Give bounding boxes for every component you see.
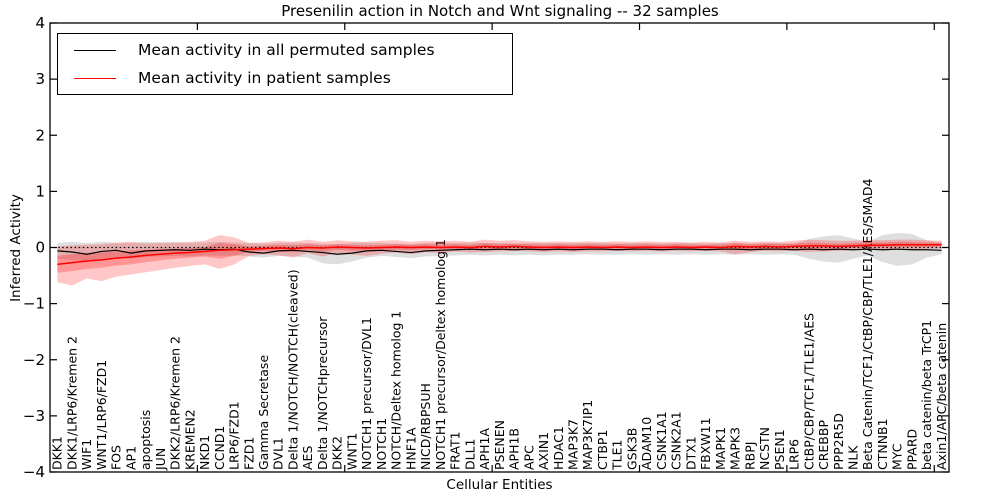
x-entity-label: WNT1/LRP6/FZD1: [94, 360, 109, 470]
x-entity-label: beta catenin/beta TrCP1: [919, 320, 934, 470]
y-tick-label: 3: [35, 70, 45, 88]
x-entity-label: HDAC1: [551, 426, 566, 470]
legend-item-patient: Mean activity in patient samples: [58, 65, 512, 91]
y-axis-label: Inferred Activity: [8, 194, 24, 302]
x-entity-label: apoptosis: [138, 410, 153, 470]
x-axis-ticks: [196, 23, 935, 472]
legend-label-patient: Mean activity in patient samples: [138, 69, 391, 87]
x-entity-label: NOTCH/Deltex homolog 1: [389, 311, 404, 470]
x-entity-label: Delta 1/NOTCH/NOTCH(cleaved): [285, 269, 300, 470]
x-entity-label: MAP3K7: [565, 419, 580, 470]
x-entity-label: CTBP1: [595, 430, 610, 470]
x-entity-label: NOTCH1 precursor/Deltex homolog 1: [433, 239, 448, 470]
x-entity-label: PSEN1: [772, 429, 787, 470]
x-entity-label: KREMEN2: [182, 409, 197, 470]
x-entity-label: NKD1: [197, 435, 212, 470]
y-tick-label: −4: [23, 463, 45, 481]
x-entity-label: FRAT1: [448, 431, 463, 470]
y-tick-label: −2: [23, 351, 45, 369]
x-entity-label: CtBP/CBP/TCF1/TLE1/AES: [801, 313, 816, 470]
x-entity-label: DKK1: [50, 436, 65, 470]
x-entity-label: RBPJ: [742, 442, 757, 471]
y-axis-ticks: 4 3 2 1 0 −1 −2 −3 −4: [23, 14, 949, 481]
x-entity-labels: DKK1 DKK1/LRP6/Kremen 2 WIF1 WNT1/LRP6/FZD1…: [50, 179, 949, 471]
x-entity-label: DLL1: [462, 438, 477, 470]
x-entity-label: AXIN1: [536, 432, 551, 470]
x-entity-label: FZD1: [241, 437, 256, 470]
x-entity-label: CREBBP: [816, 420, 831, 470]
x-entity-label: LRP6: [787, 439, 802, 470]
legend-item-permuted: Mean activity in all permuted samples: [58, 37, 512, 63]
x-entity-label: NLK: [846, 445, 861, 470]
x-entity-label: Gamma Secretase: [256, 355, 271, 470]
x-entity-label: AES: [300, 446, 315, 470]
y-tick-label: −3: [23, 407, 45, 425]
x-entity-label: GSK3B: [624, 428, 639, 470]
x-entity-label: JUN: [153, 448, 168, 471]
x-entity-label: CSNK2A1: [669, 411, 684, 470]
x-entity-label: AP1: [123, 446, 138, 470]
x-entity-label: APH1A: [477, 428, 492, 470]
x-entity-label: WNT1: [344, 433, 359, 470]
x-entity-label: Beta Catenin/TCF1/CtBP/CBP/TLE1/AES/SMAD…: [860, 179, 875, 470]
legend-label-permuted: Mean activity in all permuted samples: [138, 41, 435, 59]
y-tick-label: −1: [23, 295, 45, 313]
x-entity-label: DKK2/LRP6/Kremen 2: [168, 336, 183, 470]
x-entity-label: ADAM10: [639, 417, 654, 470]
band-patient-samples-inner-range: [57, 241, 942, 273]
x-entity-label: NOTCH1 precursor/DVL1: [359, 317, 374, 470]
x-entity-label: NCSTN: [757, 427, 772, 470]
y-tick-label: 1: [35, 182, 45, 200]
line-patient-mean: [57, 243, 942, 266]
y-tick-label: 0: [35, 239, 45, 257]
x-entity-label: CCND1: [212, 426, 227, 470]
x-entity-label: MYC: [890, 443, 905, 470]
x-entity-label: PSENEN: [492, 420, 507, 470]
x-entity-label: APH1B: [507, 428, 522, 470]
line-permuted-mean: [57, 248, 942, 255]
x-entity-label: DVL1: [271, 437, 286, 470]
x-entity-label: Axin1/APC/beta catenin: [934, 323, 949, 470]
x-entity-label: MAP3K7IP1: [580, 400, 595, 470]
x-entity-label: WIF1: [79, 439, 94, 470]
chart-title: Presenilin action in Notch and Wnt signa…: [281, 2, 719, 20]
x-entity-label: Delta 1/NOTCHprecursor: [315, 316, 330, 470]
permuted-line-swatch: [74, 49, 116, 51]
patient-line-swatch: [74, 77, 116, 79]
legend: Mean activity in all permuted samples Me…: [57, 33, 513, 95]
x-entity-label: PPP2R5D: [831, 413, 846, 470]
x-entity-label: NOTCH1: [374, 418, 389, 470]
x-entity-label: FBXW11: [698, 417, 713, 470]
y-tick-label: 2: [35, 126, 45, 144]
x-entity-label: HNF1A: [403, 427, 418, 470]
x-entity-label: DKK2: [330, 436, 345, 470]
x-entity-label: LRP6/FZD1: [227, 401, 242, 470]
x-entity-label: APC: [521, 445, 536, 470]
x-entity-label: TLE1: [610, 440, 625, 471]
x-entity-label: CSNK1A1: [654, 411, 669, 470]
y-tick-label: 4: [35, 14, 45, 32]
x-entity-label: PPARD: [904, 429, 919, 470]
x-axis-label: Cellular Entities: [446, 477, 553, 493]
x-entity-label: MAPK3: [728, 427, 743, 470]
x-entity-label: DTX1: [683, 436, 698, 470]
x-entity-label: MAPK1: [713, 427, 728, 470]
x-entity-label: NICD/RBPSUH: [418, 383, 433, 470]
x-entity-label: CTNNB1: [875, 418, 890, 470]
x-entity-label: FOS: [109, 445, 124, 470]
x-entity-label: DKK1/LRP6/Kremen 2: [64, 336, 79, 470]
